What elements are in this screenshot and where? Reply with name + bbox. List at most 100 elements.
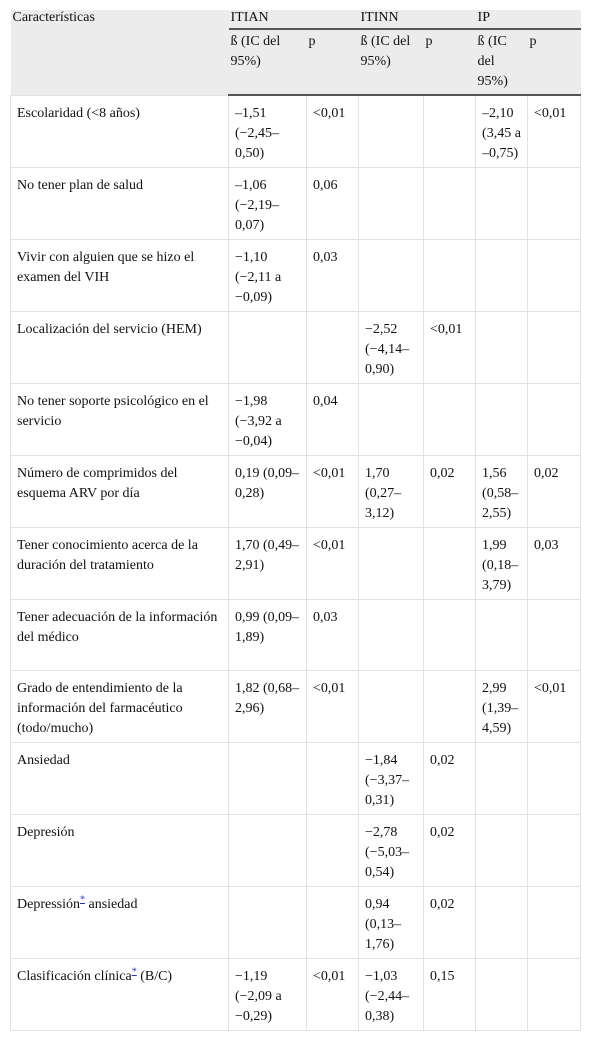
table-cell <box>358 527 425 600</box>
cell-text: 0,19 (0,09–0,28) <box>235 466 300 501</box>
table-cell <box>527 167 582 240</box>
table-cell: 2,99 (1,39–4,59) <box>475 670 529 743</box>
cell-text: 0,02 <box>430 897 455 912</box>
table-cell: −1,84 (−3,37–0,31) <box>358 742 425 815</box>
row-label: Tener adecuación de la información del m… <box>10 599 229 671</box>
table-cell: −1,10 (−2,11 a −0,09) <box>228 239 307 312</box>
table-row: Clasificación clínica* (B/C) −1,19 (−2,09… <box>10 958 582 1031</box>
cell-text: <0,01 <box>313 466 346 481</box>
table-row: Número de comprimidos del esquema ARV po… <box>10 455 582 528</box>
table-cell: −1,03 (−2,44–0,38) <box>358 958 425 1031</box>
table-cell <box>475 599 529 671</box>
table-cell: –1,06 (−2,19–0,07) <box>228 167 307 240</box>
cell-text: 0,94 (0,13–1,76) <box>365 897 402 952</box>
table-cell <box>358 383 425 456</box>
cell-text: 0,03 <box>313 250 338 265</box>
label-text: Número de comprimidos del esquema ARV po… <box>17 466 178 501</box>
label-text: (B/C) <box>136 969 173 984</box>
row-label: Número de comprimidos del esquema ARV po… <box>10 455 229 528</box>
table-cell <box>358 167 425 240</box>
table-cell: 0,02 <box>423 886 477 959</box>
cell-text: 0,03 <box>313 610 338 625</box>
header-cell: ITIAN <box>228 10 359 30</box>
table-cell <box>228 814 307 887</box>
cell-text: 0,04 <box>313 394 338 409</box>
table-cell <box>527 886 582 959</box>
cell-text: −1,03 (−2,44–0,38) <box>365 969 410 1024</box>
table-cell: –2,10 (3,45 a –0,75) <box>475 94 529 168</box>
row-label: Vivir con alguien que se hizo el examen … <box>10 239 229 312</box>
table-cell <box>423 527 477 600</box>
subheader-cell: p <box>527 29 581 96</box>
table-cell: 0,02 <box>527 455 582 528</box>
table-cell <box>305 742 360 815</box>
table-cell: <0,01 <box>305 94 360 168</box>
table-cell: 0,03 <box>527 527 582 600</box>
footnote-link[interactable]: * <box>131 966 137 978</box>
cell-text: 1,82 (0,68–2,96) <box>235 681 300 716</box>
table-cell <box>527 383 582 456</box>
table-row: No tener plan de salud –1,06 (−2,19–0,07)… <box>10 167 582 240</box>
footnote-link[interactable]: * <box>80 894 85 906</box>
table-cell <box>305 311 360 384</box>
table-cell <box>358 239 425 312</box>
table-cell: 0,03 <box>305 239 360 312</box>
table-cell <box>475 239 529 312</box>
table-cell <box>423 383 477 456</box>
table-row: Ansiedad −1,84 (−3,37–0,31) 0,02 <box>10 742 582 815</box>
table-row: Depressión* ansiedad 0,94 (0,13–1,76) 0,02 <box>10 886 582 959</box>
table-cell <box>475 383 529 456</box>
table-cell: 0,04 <box>305 383 360 456</box>
row-label: Ansiedad <box>10 742 229 815</box>
table-cell <box>527 958 582 1031</box>
header-cell: ITINN <box>358 10 476 30</box>
table-cell <box>358 599 425 671</box>
row-label: Depresión <box>10 814 229 887</box>
cell-text: −1,98 (−3,92 a −0,04) <box>235 394 282 449</box>
table-cell: 0,19 (0,09–0,28) <box>228 455 307 528</box>
table-cell: 0,99 (0,09–1,89) <box>228 599 307 671</box>
cell-text: 0,99 (0,09–1,89) <box>235 610 300 645</box>
row-label: Grado de entendimiento de la información… <box>10 670 229 743</box>
table-cell <box>475 886 529 959</box>
label-text: Vivir con alguien que se hizo el examen … <box>17 250 195 285</box>
table-cell: <0,01 <box>527 94 582 168</box>
table-cell: 0,02 <box>423 742 477 815</box>
table-cell: 0,94 (0,13–1,76) <box>358 886 425 959</box>
subheader-cell: ß (IC del 95%) <box>475 29 528 96</box>
table-cell: 0,03 <box>305 599 360 671</box>
cell-text: 0,02 <box>430 466 455 481</box>
label-text: Clasificación clínica <box>17 969 132 984</box>
table-cell <box>527 814 582 887</box>
table-cell <box>527 599 582 671</box>
table-cell: 0,15 <box>423 958 477 1031</box>
table-cell <box>228 311 307 384</box>
table-cell <box>423 599 477 671</box>
table-cell <box>527 239 582 312</box>
subheader-cell: ß (IC del 95%) <box>358 29 424 96</box>
table-cell: 1,82 (0,68–2,96) <box>228 670 307 743</box>
table-cell: <0,01 <box>423 311 477 384</box>
table-cell <box>358 94 425 168</box>
cell-text: 2,99 (1,39–4,59) <box>482 681 519 736</box>
label-text: No tener soporte psicológico en el servi… <box>17 394 209 429</box>
table-cell: −1,19 (−2,09 a −0,29) <box>228 958 307 1031</box>
row-label: Tener conocimiento acerca de la duración… <box>10 527 229 600</box>
table-cell <box>423 167 477 240</box>
cell-text: 0,03 <box>534 538 559 553</box>
cell-text: <0,01 <box>313 681 346 696</box>
subheader-cell: p <box>423 29 476 96</box>
header-cell: Características <box>10 10 229 95</box>
row-label: No tener plan de salud <box>10 167 229 240</box>
cell-text: <0,01 <box>313 538 346 553</box>
label-text: Depressión <box>17 897 80 912</box>
table-cell: −2,78 (−5,03–0,54) <box>358 814 425 887</box>
cell-text: 1,70 (0,27–3,12) <box>365 466 402 521</box>
header-cell: IP <box>475 10 581 30</box>
table-cell: 0,06 <box>305 167 360 240</box>
table-cell: 0,02 <box>423 455 477 528</box>
cell-text: 0,06 <box>313 178 338 193</box>
table-cell: –1,51 (−2,45–0,50) <box>228 94 307 168</box>
table-cell <box>305 814 360 887</box>
